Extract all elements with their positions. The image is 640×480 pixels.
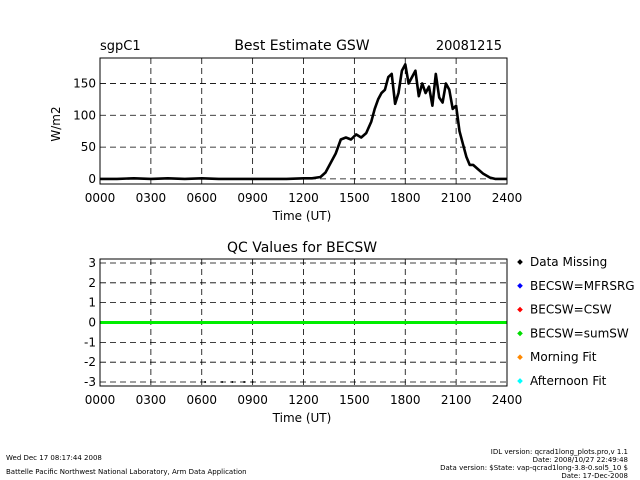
site-label: sgpC1 [100,39,141,54]
x-tick-label: 0900 [237,393,268,407]
x-tick-label: 0000 [85,393,116,407]
x-tick-label: 1500 [339,191,370,205]
series-qc [100,321,507,384]
footer-data-version: Data version: $State: vap-qcrad1long-3.8… [440,464,628,472]
y-tick-label: 0 [88,172,96,186]
legend: Data Missing BECSW=MFRSRG BECSW=CSW BECSW=s… [517,255,635,388]
y-tick-label: 0 [88,316,96,330]
missing-point [231,381,234,384]
y-tick-label: 50 [81,140,96,154]
chart-title: Best Estimate GSW [234,38,369,54]
series-line [100,63,507,181]
legend-entry: Data Missing [530,255,607,269]
grid-lines [100,58,507,184]
footer-lab: Battelle Pacific Northwest National Labo… [6,468,247,476]
footer-timestamp: Wed Dec 17 08:17:44 2008 [6,454,102,462]
x-tick-label: 0300 [136,393,167,407]
missing-point [251,381,254,384]
x-tick-label: 2400 [492,191,523,205]
footer-idl-version: IDL version: qcrad1long_plots.pro,v 1.1 [490,448,628,456]
legend-marker [517,330,523,337]
y-tick-label: 3 [88,256,96,270]
x-tick-label: 1200 [288,191,319,205]
y-tick-label: 1 [88,296,96,310]
series-gsw [100,63,507,181]
y-tick-label: -3 [84,375,96,389]
x-tick-label: 0900 [237,191,268,205]
x-tick-label: 0600 [186,191,217,205]
tick-labels: 0000 0300 0600 0900 1200 1500 1800 2100 2400 0 50 1… [73,76,522,205]
footer-data-date: Date: 17-Dec-2008 [561,472,628,480]
y-tick-label: 2 [88,276,96,290]
legend-marker [517,282,523,289]
footer-idl-date: Date: 2008/10/27 22:49:48 [532,456,628,464]
plot-frame [99,57,508,185]
x-tick-label: 2400 [492,393,523,407]
legend-marker [517,306,523,313]
x-axis-label: Time (UT) [272,411,332,425]
legend-marker [517,259,523,265]
qc-values-chart: QC Values for BECSW Time (UT) 0000 0300 06… [84,240,635,425]
x-tick-label: 2100 [441,393,472,407]
legend-marker [517,378,523,384]
chart-title: QC Values for BECSW [227,240,377,256]
legend-entry: Morning Fit [530,350,597,364]
x-tick-label: 1200 [288,393,319,407]
y-tick-label: 100 [73,108,96,122]
chart-date: 20081215 [436,39,502,54]
missing-point [243,381,246,384]
x-tick-label: 1800 [390,393,421,407]
x-tick-label: 1500 [339,393,370,407]
missing-point [204,381,207,384]
tick-labels: 0000 0300 0600 0900 1200 1500 1800 2100 2400 3 2 1 0… [84,256,522,407]
y-tick-label: -1 [84,335,96,349]
best-estimate-gsw-chart: sgpC1 Best Estimate GSW 20081215 W/m2 Ti… [49,38,522,223]
y-axis-label: W/m2 [49,106,63,141]
y-tick-label: -2 [84,355,96,369]
legend-marker [517,354,523,361]
legend-entry: BECSW=sumSW [530,326,629,340]
x-tick-label: 0000 [85,191,116,205]
x-axis-label: Time (UT) [272,209,332,223]
missing-point [221,381,224,384]
x-tick-label: 0600 [186,393,217,407]
legend-entry: Afternoon Fit [530,374,607,388]
plot-frame [99,258,508,387]
legend-entry: BECSW=CSW [530,303,612,317]
x-tick-label: 1800 [390,191,421,205]
x-tick-label: 0300 [136,191,167,205]
legend-entry: BECSW=MFRSRG [530,279,635,293]
x-tick-label: 2100 [441,191,472,205]
y-tick-label: 150 [73,76,96,90]
